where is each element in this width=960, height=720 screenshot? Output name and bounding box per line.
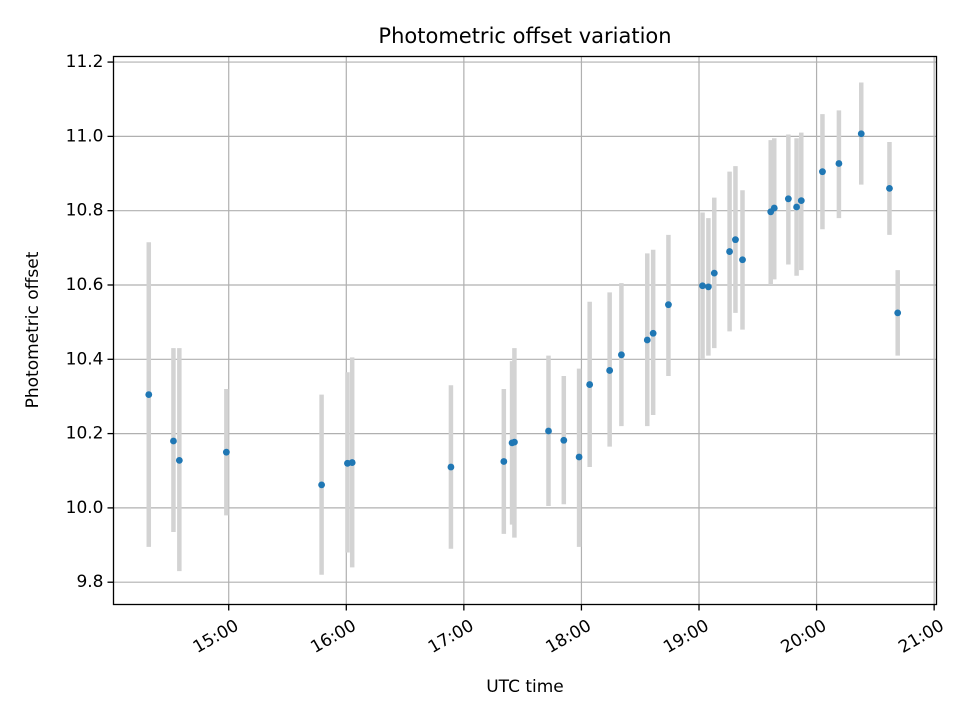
y-tick-label: 11.2 bbox=[66, 52, 104, 72]
data-point bbox=[500, 458, 508, 465]
data-point bbox=[545, 427, 552, 435]
plot-frame bbox=[112, 55, 938, 606]
y-tick-label: 10.0 bbox=[66, 498, 104, 518]
chart-title: Photometric offset variation bbox=[378, 24, 671, 48]
y-tick-label: 9.8 bbox=[76, 572, 103, 592]
data-point bbox=[606, 367, 614, 374]
data-point bbox=[739, 256, 746, 264]
y-tick-label: 10.4 bbox=[66, 349, 104, 369]
data-point bbox=[575, 453, 583, 461]
data-point bbox=[819, 168, 826, 176]
y-tick-label: 10.8 bbox=[66, 201, 104, 221]
data-point bbox=[705, 283, 712, 291]
grid bbox=[113, 56, 937, 605]
y-tick-label: 10.2 bbox=[66, 424, 104, 444]
y-axis-label: Photometric offset bbox=[23, 251, 43, 408]
y-tick-label: 11.0 bbox=[66, 126, 104, 146]
x-axis-label: UTC time bbox=[486, 677, 564, 697]
data-point bbox=[175, 456, 183, 464]
data-point bbox=[665, 301, 672, 309]
data-point bbox=[447, 463, 455, 471]
data-points bbox=[145, 130, 902, 489]
data-point bbox=[793, 203, 800, 211]
data-point bbox=[710, 269, 718, 277]
data-point bbox=[511, 438, 518, 446]
data-point bbox=[732, 236, 739, 244]
data-point bbox=[894, 309, 902, 317]
data-point bbox=[222, 448, 230, 456]
data-point bbox=[784, 195, 792, 203]
data-point bbox=[586, 381, 594, 388]
data-point bbox=[618, 351, 625, 359]
data-point bbox=[835, 160, 843, 167]
data-point bbox=[145, 391, 153, 398]
data-point bbox=[170, 437, 177, 445]
data-point bbox=[643, 336, 651, 344]
data-point bbox=[797, 197, 805, 205]
data-point bbox=[318, 481, 326, 489]
data-point bbox=[857, 130, 865, 138]
data-point bbox=[699, 282, 706, 290]
y-tick-label: 10.6 bbox=[66, 275, 104, 295]
data-point bbox=[348, 459, 356, 466]
data-point bbox=[886, 184, 893, 192]
data-point bbox=[560, 436, 568, 444]
data-point bbox=[770, 204, 778, 212]
data-point bbox=[649, 329, 657, 337]
data-point bbox=[726, 248, 733, 255]
